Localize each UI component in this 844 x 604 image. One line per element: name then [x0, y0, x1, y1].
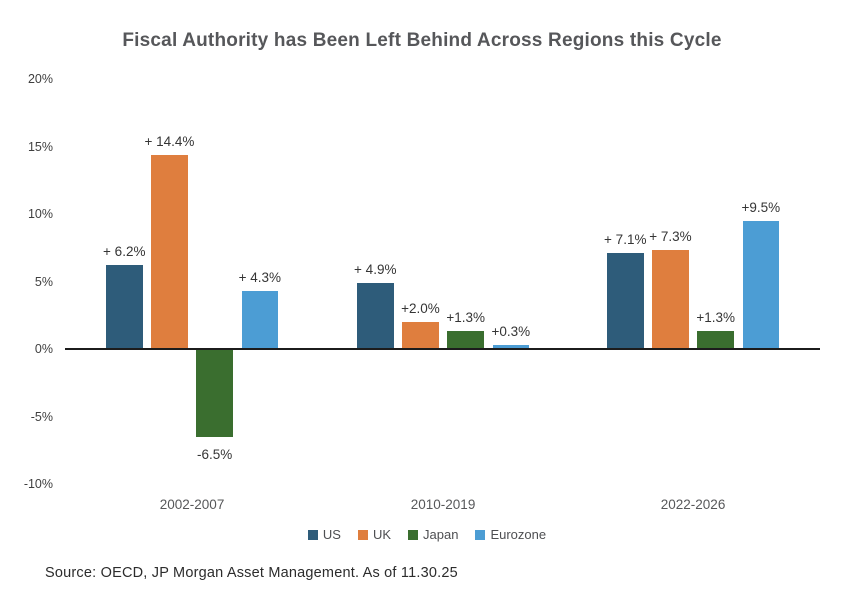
legend-item-uk: UK	[357, 527, 392, 542]
bar-value-label: +1.3%	[696, 310, 735, 326]
bar-eurozone-2002-2007	[241, 290, 279, 349]
bar-us-2010-2019	[357, 282, 394, 349]
legend-swatch-eurozone	[475, 529, 486, 540]
bar-value-label: + 6.2%	[103, 244, 146, 260]
legend-swatch-japan	[408, 529, 419, 540]
bar-value-label: + 7.3%	[649, 229, 692, 245]
y-tick-label: 5%	[34, 274, 53, 289]
bar-uk-2002-2007	[151, 154, 188, 349]
chart-title: Fiscal Authority has Been Left Behind Ac…	[122, 30, 722, 51]
bar-value-label: +9.5%	[741, 199, 781, 215]
x-axis-line	[65, 348, 820, 350]
bar-uk-2022-2026	[652, 250, 689, 349]
bar-uk-2010-2019	[402, 322, 439, 349]
bar-value-label: + 14.4%	[144, 133, 195, 149]
bar-value-label: + 4.3%	[238, 269, 282, 285]
y-tick-label: -10%	[23, 477, 53, 491]
bar-eurozone-2010-2019	[492, 344, 530, 349]
x-category-label: 2022-2026	[660, 497, 726, 512]
legend-swatch-uk	[357, 529, 368, 540]
legend-label: Japan	[423, 527, 459, 542]
bar-value-label: + 4.9%	[354, 261, 397, 277]
bar-value-label: + 7.1%	[604, 232, 647, 248]
source-note: Source: OECD, JP Morgan Asset Management…	[45, 565, 458, 581]
y-tick-label: 0%	[34, 342, 53, 356]
bar-value-label: +0.3%	[491, 323, 531, 339]
bar-eurozone-2022-2026	[742, 220, 780, 349]
legend-item-us: US	[307, 527, 341, 542]
bar-japan-2022-2026	[697, 331, 734, 349]
bar-value-label: +2.0%	[401, 301, 440, 316]
bar-us-2002-2007	[106, 265, 143, 349]
legend-label: UK	[372, 527, 392, 542]
y-tick-label: 10%	[27, 207, 53, 221]
x-category-label: 2010-2019	[410, 497, 476, 512]
legend-label: Eurozone	[490, 527, 547, 542]
x-category-label: 2002-2007	[159, 497, 225, 512]
bar-us-2022-2026	[607, 253, 644, 349]
bar-value-label: -6.5%	[197, 446, 233, 462]
plot-area: 20% 15% 10% 5% 0% -5% -10% + 6.2% + 4.9% + 7.1% +…	[24, 72, 820, 512]
y-tick-label: -5%	[30, 409, 53, 424]
legend-swatch-us	[307, 529, 318, 540]
legend-item-eurozone: Eurozone	[475, 527, 546, 542]
bar-japan-2010-2019	[447, 331, 484, 349]
y-tick-label: 20%	[27, 72, 53, 86]
y-tick-label: 15%	[27, 139, 53, 154]
legend-label: US	[322, 527, 341, 542]
legend-item-japan: Japan	[408, 527, 458, 542]
bar-japan-2002-2007	[196, 349, 233, 437]
bar-value-label: +1.3%	[446, 310, 485, 326]
legend: US UK Japan Eurozone	[10, 527, 844, 542]
